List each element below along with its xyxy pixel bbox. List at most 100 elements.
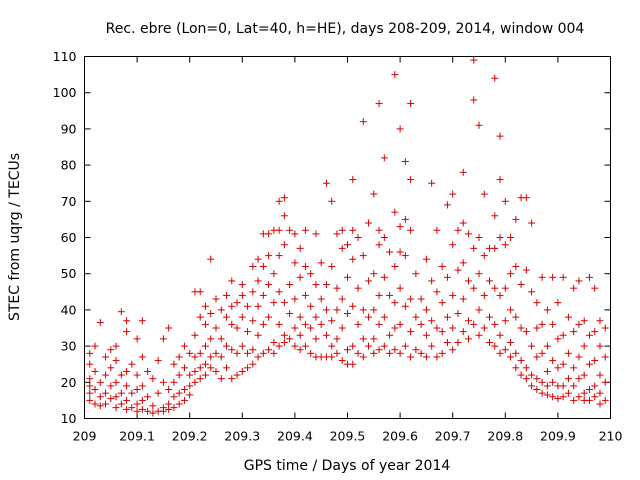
data-point xyxy=(254,277,262,285)
data-point xyxy=(159,378,167,386)
data-point xyxy=(538,378,546,386)
data-point xyxy=(433,324,441,332)
data-point xyxy=(507,338,515,346)
data-point xyxy=(149,409,157,417)
data-point xyxy=(212,324,220,332)
data-point xyxy=(428,179,436,187)
data-point xyxy=(312,281,320,289)
data-point xyxy=(301,291,309,299)
data-point xyxy=(238,291,246,299)
x-tick-label: 209.1 xyxy=(119,429,155,444)
data-point xyxy=(333,284,341,292)
data-point xyxy=(344,273,351,281)
data-point xyxy=(170,404,178,412)
data-point xyxy=(491,74,499,82)
data-point xyxy=(459,295,467,303)
data-point xyxy=(559,382,567,390)
data-point xyxy=(196,349,204,357)
data-point xyxy=(533,375,541,383)
data-point xyxy=(233,324,241,332)
data-point xyxy=(123,328,131,336)
data-point xyxy=(291,342,299,350)
data-point xyxy=(543,391,551,399)
data-point xyxy=(86,375,94,383)
data-point xyxy=(223,342,231,350)
data-point xyxy=(344,346,351,354)
data-point xyxy=(549,273,557,281)
data-point xyxy=(196,288,204,296)
data-point xyxy=(228,375,236,383)
data-point xyxy=(280,212,288,220)
data-point xyxy=(591,357,599,365)
data-point xyxy=(501,284,509,292)
y-tick-label: 90 xyxy=(61,121,77,136)
data-point xyxy=(296,346,304,354)
data-point xyxy=(354,234,362,241)
data-point xyxy=(396,223,404,231)
data-point xyxy=(86,396,94,404)
y-tick-label: 80 xyxy=(61,158,77,173)
data-point xyxy=(133,371,141,379)
data-point xyxy=(117,389,125,397)
data-point xyxy=(443,201,451,209)
data-point xyxy=(233,371,241,379)
data-point xyxy=(138,396,146,404)
data-point xyxy=(107,364,115,372)
data-point xyxy=(322,281,330,289)
data-point xyxy=(396,320,404,328)
data-point xyxy=(422,255,430,263)
data-point xyxy=(233,349,241,357)
data-point xyxy=(512,349,520,357)
data-point xyxy=(375,100,383,108)
data-point xyxy=(238,342,246,350)
data-point xyxy=(170,393,178,401)
data-point xyxy=(359,118,367,126)
data-point xyxy=(449,241,457,249)
data-point xyxy=(570,328,578,336)
data-point xyxy=(601,396,609,404)
data-point xyxy=(270,338,278,346)
data-point xyxy=(238,367,246,375)
data-point xyxy=(117,308,125,316)
x-tick-label: 210 xyxy=(599,429,623,444)
data-point xyxy=(464,317,472,325)
data-point xyxy=(501,346,509,354)
data-point xyxy=(475,270,483,278)
data-point xyxy=(601,324,609,332)
data-point xyxy=(549,393,557,401)
data-point xyxy=(312,230,320,238)
data-point xyxy=(528,371,536,379)
data-point xyxy=(517,281,525,289)
y-tick-label: 30 xyxy=(61,339,77,354)
data-point xyxy=(512,364,520,372)
data-point xyxy=(296,273,304,281)
data-point xyxy=(412,313,420,321)
data-point xyxy=(486,313,494,321)
data-point xyxy=(407,353,415,361)
data-point xyxy=(538,389,546,397)
data-point xyxy=(533,299,541,307)
x-tick-label: 209.5 xyxy=(330,429,366,444)
data-point xyxy=(454,338,462,346)
data-point xyxy=(496,291,504,299)
data-point xyxy=(596,317,604,325)
data-point xyxy=(191,331,199,339)
data-point xyxy=(228,346,236,354)
data-point xyxy=(470,244,478,252)
data-point xyxy=(554,395,562,403)
data-point xyxy=(133,386,141,394)
data-point xyxy=(170,360,178,368)
data-point xyxy=(564,389,572,397)
data-point xyxy=(123,405,131,413)
data-point xyxy=(549,320,557,328)
data-point xyxy=(296,313,304,321)
data-point xyxy=(138,317,146,325)
data-point xyxy=(212,295,220,303)
data-point xyxy=(459,259,467,267)
data-point xyxy=(86,382,94,390)
data-point xyxy=(102,371,110,379)
data-point xyxy=(412,270,420,278)
data-point xyxy=(391,262,399,270)
data-point xyxy=(333,306,341,314)
data-point xyxy=(486,277,494,285)
